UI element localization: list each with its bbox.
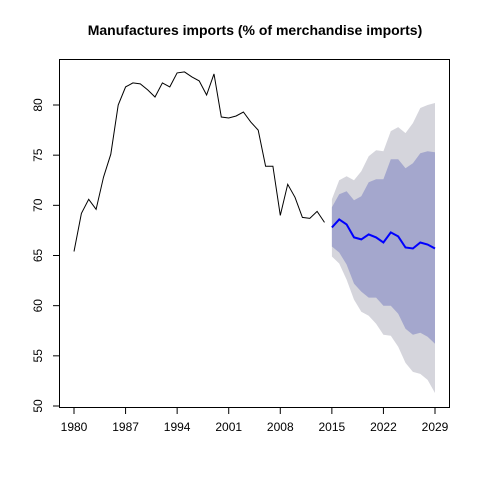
y-tick-label: 60 <box>31 299 45 313</box>
x-tick-label: 2022 <box>370 420 397 434</box>
y-tick-label: 80 <box>31 98 45 112</box>
history-series-line <box>73 71 325 252</box>
x-tick-label: 2008 <box>267 420 294 434</box>
y-tick-label: 70 <box>31 198 45 212</box>
y-tick-label: 55 <box>31 349 45 363</box>
x-tick-label: 2001 <box>215 420 242 434</box>
x-tick-label: 2029 <box>422 420 449 434</box>
y-tick-label: 75 <box>31 148 45 162</box>
x-tick-label: 1980 <box>61 420 88 434</box>
y-tick-label: 50 <box>31 399 45 413</box>
chart-title: Manufactures imports (% of merchandise i… <box>88 22 423 38</box>
x-tick-label: 1994 <box>164 420 191 434</box>
x-tick-label: 2015 <box>319 420 346 434</box>
forecast-series-line <box>331 218 436 250</box>
y-tick-label: 65 <box>31 249 45 263</box>
forecast-80-interval-band <box>331 151 435 344</box>
x-tick-label: 1987 <box>112 420 139 434</box>
